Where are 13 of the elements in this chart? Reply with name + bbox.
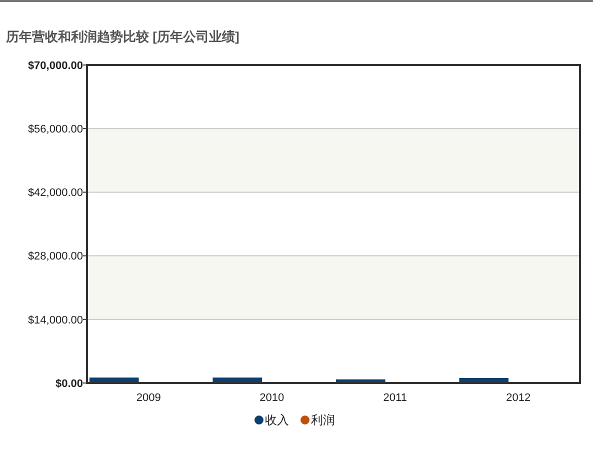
x-tick-label: 2009: [136, 392, 161, 404]
y-tick-label: $28,000.00: [28, 250, 83, 263]
y-tick-label: $56,000.00: [28, 123, 83, 136]
x-tick-label: 2010: [260, 392, 284, 404]
x-tick-label: 2012: [506, 392, 531, 404]
chart-title: 历年营收和利润趋势比较 [历年公司业绩]: [5, 29, 240, 44]
y-tick-label: $70,000.00: [28, 60, 83, 72]
x-tick-label: 2011: [383, 392, 407, 404]
legend-label: 利润: [311, 413, 335, 427]
legend-label: 收入: [265, 413, 289, 427]
y-tick-label: $14,000.00: [28, 314, 83, 326]
y-tick-label: $0.00: [55, 378, 83, 390]
y-tick-label: $42,000.00: [28, 187, 83, 200]
